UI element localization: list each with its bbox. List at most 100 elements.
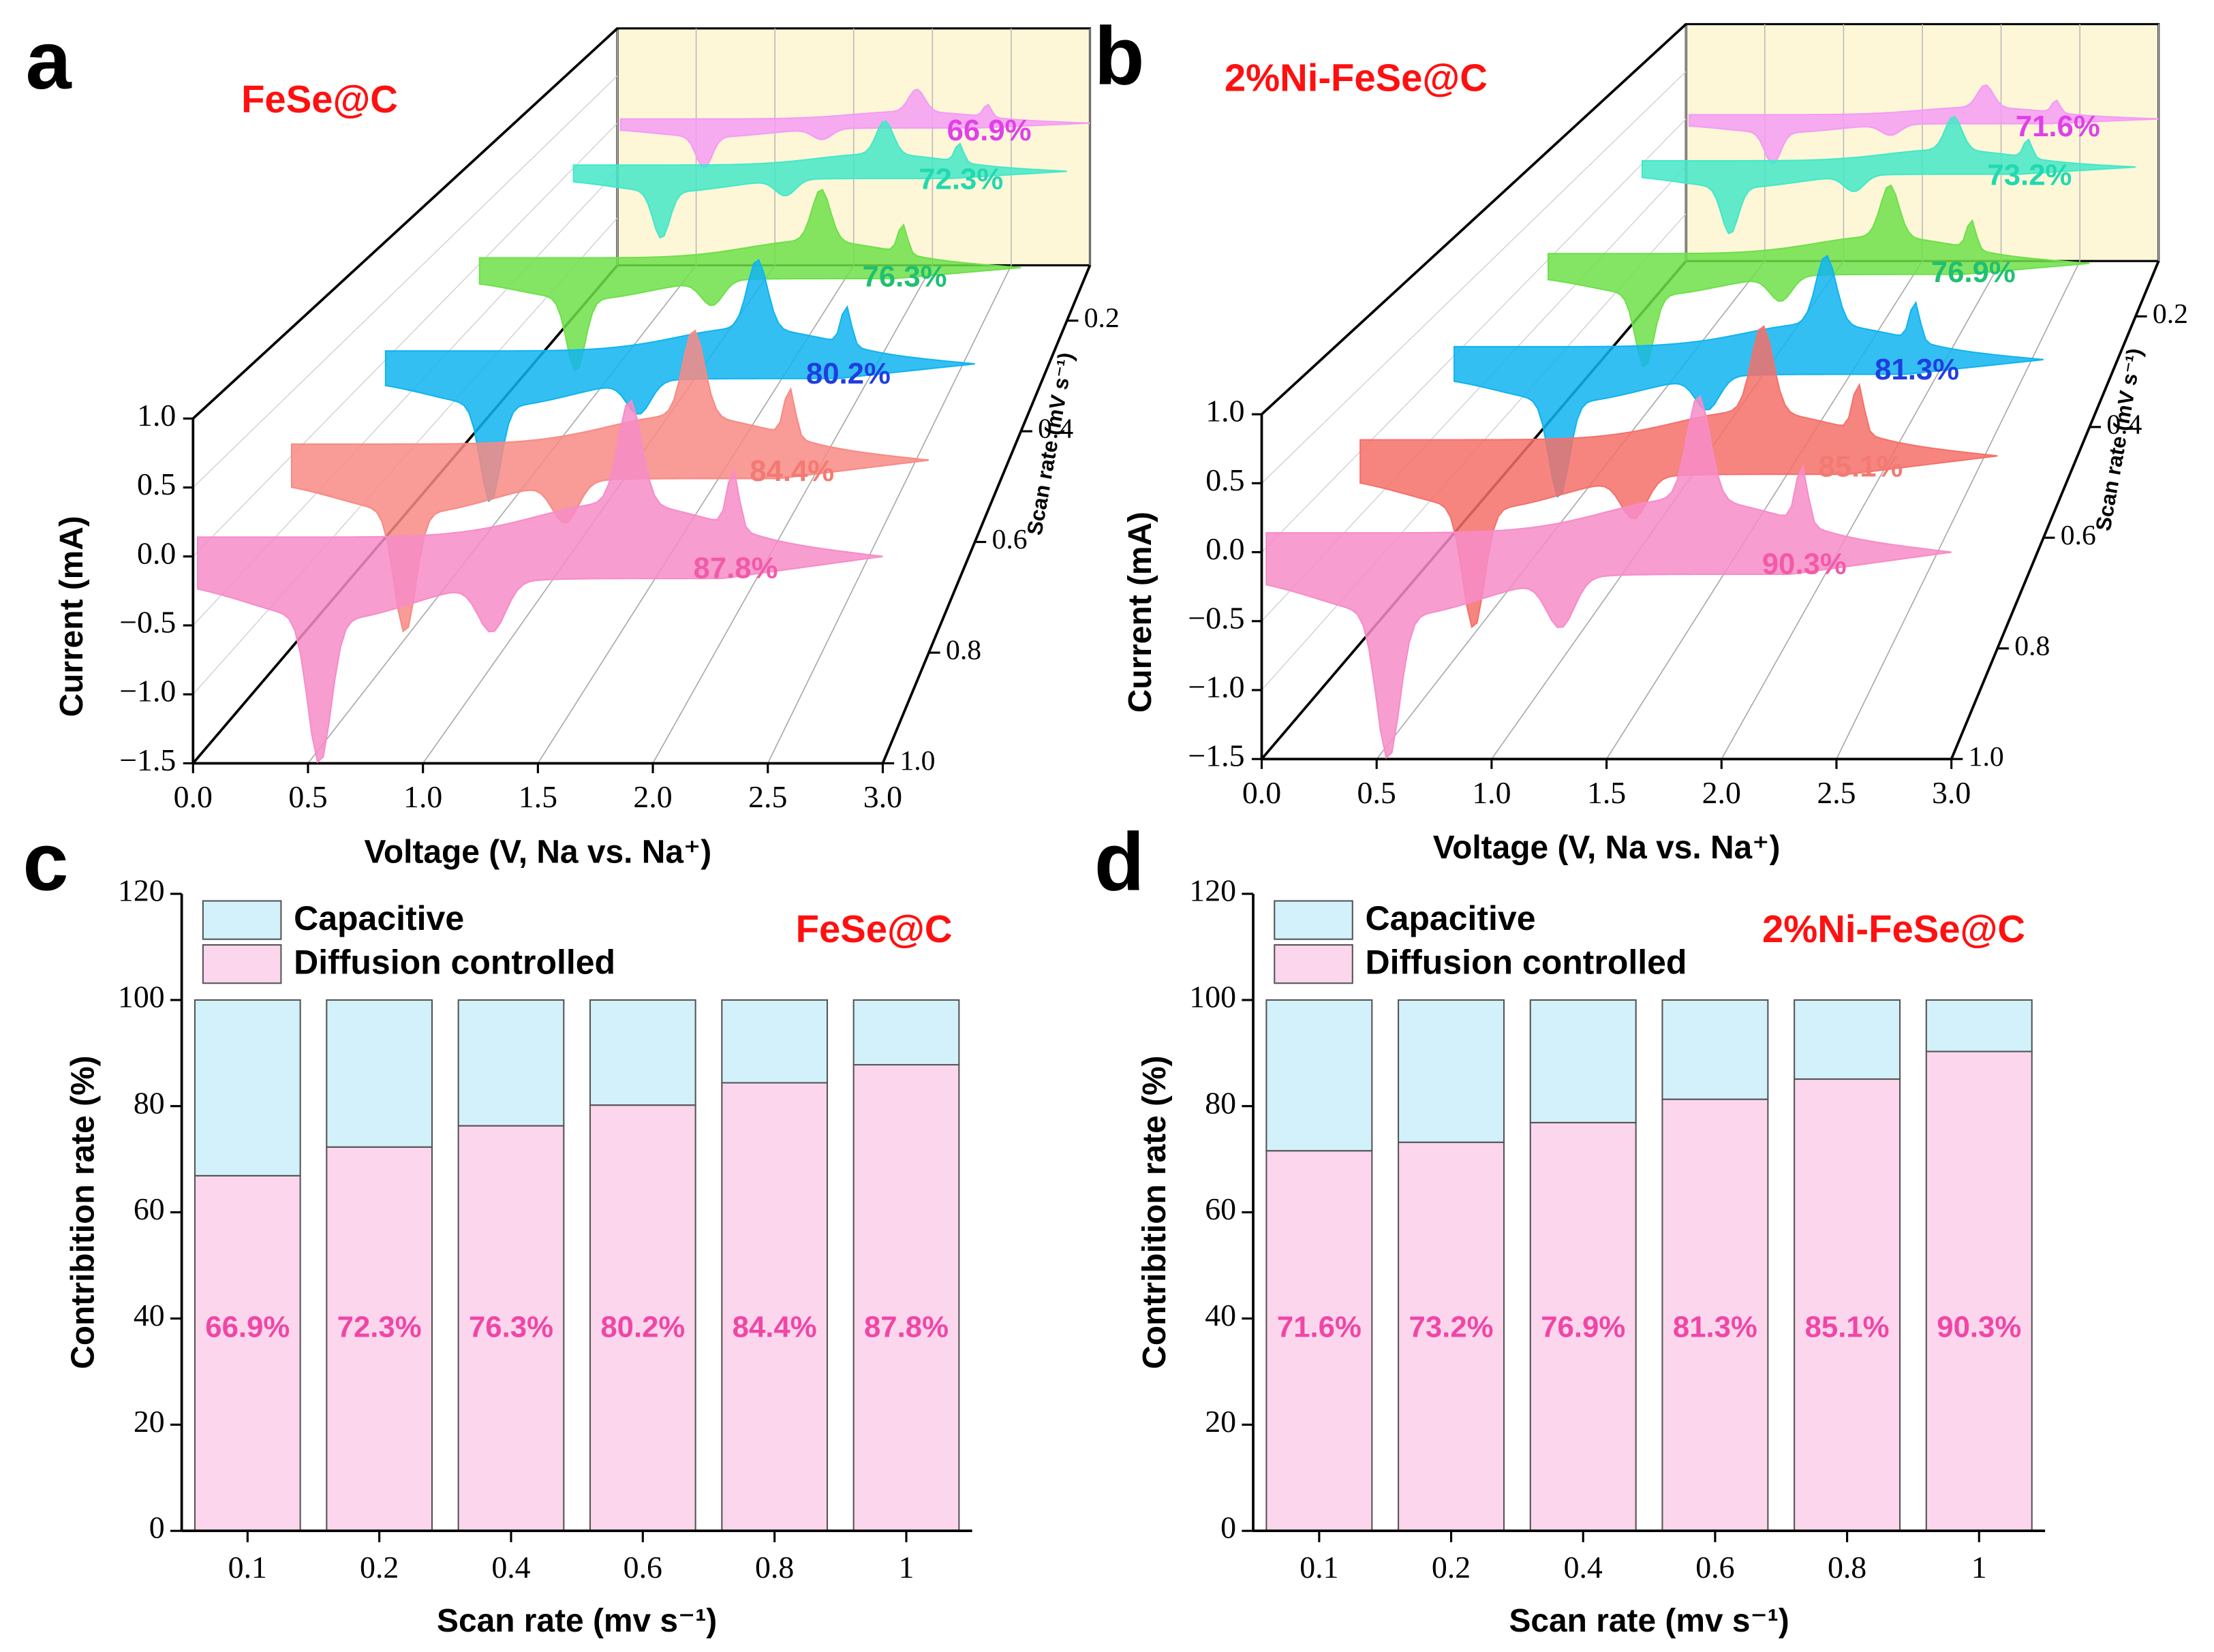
y-tick-label: −0.5 [119, 605, 176, 640]
y-tick-label: 0 [149, 1510, 165, 1545]
wall-grid-line [192, 75, 618, 488]
y-axis-title: Current (mA) [1122, 512, 1158, 713]
bar-segment [1661, 999, 1769, 1100]
x-tick-label: 1 [899, 1550, 914, 1585]
z-tick-label: 0.2 [1084, 302, 1120, 334]
bar-segment [852, 999, 960, 1066]
x-axis-title: Voltage (V, Na vs. Na⁺) [365, 834, 712, 870]
y-tick-label: 80 [1205, 1085, 1236, 1120]
capacitive-label: 80.2% [806, 357, 891, 390]
capacitive-label: 81.3% [1875, 353, 1959, 386]
bar-segment [721, 1082, 829, 1532]
axis-line [1261, 23, 1687, 416]
bar-value-label: 80.2% [600, 1311, 685, 1344]
bar-value-label: 76.3% [469, 1311, 553, 1344]
z-tick-label: 0.8 [946, 635, 981, 666]
x-tick-label: 0.0 [174, 779, 213, 814]
legend-label: Diffusion controlled [294, 943, 615, 981]
bar-segment [1794, 999, 1901, 1080]
x-tick-label: 0.6 [624, 1550, 662, 1585]
x-tick-label: 1.5 [1587, 775, 1626, 810]
y-tick-label: −1.5 [119, 743, 176, 777]
z-tick-label: 1.0 [900, 745, 935, 777]
bar-value-label: 90.3% [1937, 1311, 2021, 1344]
capacitive-label: 66.9% [947, 114, 1032, 147]
bar-segment [1265, 999, 1373, 1152]
y-tick-label: 1.0 [137, 398, 176, 433]
cv-curve [619, 88, 1090, 169]
panel-letter: d [1094, 815, 1145, 907]
bar-value-label: 72.3% [337, 1311, 422, 1344]
capacitive-label: 71.6% [2016, 110, 2100, 143]
cv-curve [1641, 116, 2136, 234]
y-tick-label: 80 [134, 1085, 165, 1120]
x-tick-label: 0.8 [1828, 1550, 1866, 1585]
bar-segment [457, 999, 565, 1127]
chart-title: 2%Ni-FeSe@C [1762, 907, 2025, 950]
z-tick-label: 0.6 [992, 524, 1028, 555]
wall-grid-line [1261, 119, 1687, 552]
y-tick-label: 0.5 [137, 467, 176, 501]
y-tick-label: 0.0 [1205, 531, 1244, 566]
panel-letter: b [1094, 10, 1145, 102]
y-tick-label: 60 [1205, 1191, 1236, 1226]
x-tick-label: 0.6 [1695, 1550, 1734, 1585]
x-tick-label: 2.0 [1702, 775, 1741, 810]
cv-curve [1547, 184, 2090, 368]
y-axis-title: Current (mA) [54, 516, 90, 717]
x-tick-label: 0.2 [360, 1550, 399, 1585]
floor-grid-line [1721, 260, 2002, 760]
bar-segment [1925, 1050, 2033, 1532]
floor-grid-line [652, 265, 934, 764]
chart-title: FeSe@C [241, 78, 398, 121]
bar-segment [852, 1063, 960, 1532]
legend-label: Capacitive [1366, 899, 1536, 937]
y-tick-label: 0.5 [1205, 463, 1244, 497]
capacitive-label: 87.8% [694, 552, 778, 585]
x-tick-label: 0.1 [228, 1550, 267, 1585]
capacitive-label: 76.9% [1931, 255, 2016, 289]
x-tick-label: 1 [1971, 1550, 1987, 1585]
panel-letter: a [26, 14, 72, 106]
y-tick-label: 100 [118, 979, 165, 1014]
bar-segment [589, 1104, 696, 1532]
bar-segment [194, 1174, 301, 1532]
y-tick-label: −1.0 [119, 674, 176, 708]
y-tick-label: −1.0 [1188, 670, 1244, 704]
x-tick-label: 0.5 [288, 779, 327, 814]
bar-value-label: 85.1% [1805, 1311, 1890, 1344]
wall-grid-line [1261, 71, 1687, 484]
x-tick-label: 1.0 [403, 779, 442, 814]
floor-grid-line [1836, 260, 2080, 760]
x-tick-label: 0.4 [1564, 1550, 1603, 1585]
axis-line [192, 27, 619, 420]
z-tick-label: 1.0 [1969, 741, 2004, 773]
y-axis-title: Contribition rate (%) [65, 1055, 102, 1369]
cv-curve [572, 120, 1067, 239]
bar-segment [1794, 1078, 1901, 1532]
y-tick-label: 120 [1189, 873, 1236, 908]
bar-segment [1925, 999, 2033, 1053]
bar-segment [1529, 1121, 1637, 1532]
capacitive-label: 85.1% [1818, 450, 1903, 484]
x-tick-label: 2.5 [748, 779, 787, 814]
bar-segment [194, 999, 301, 1176]
cv-curve [384, 259, 975, 503]
x-tick-label: 0.0 [1242, 775, 1281, 810]
cv-curve [1454, 254, 2044, 498]
cv-curve [1359, 325, 1998, 629]
y-tick-label: 40 [134, 1298, 165, 1332]
x-tick-label: 1.0 [1472, 775, 1511, 810]
floor-grid-line [767, 265, 1012, 764]
legend-label: Capacitive [294, 899, 464, 937]
x-tick-label: 0.4 [491, 1550, 530, 1585]
x-tick-label: 0.1 [1300, 1550, 1338, 1585]
cv-curve [478, 188, 1021, 372]
x-tick-label: 2.5 [1817, 775, 1856, 810]
z-tick-label: 0.4 [1038, 414, 1073, 445]
x-tick-label: 0.8 [755, 1550, 794, 1585]
y-axis-title: Contribition rate (%) [1137, 1055, 1173, 1369]
z-tick-label: 0.4 [2106, 409, 2142, 440]
y-tick-label: 0 [1220, 1510, 1236, 1545]
bar-segment [721, 999, 829, 1084]
